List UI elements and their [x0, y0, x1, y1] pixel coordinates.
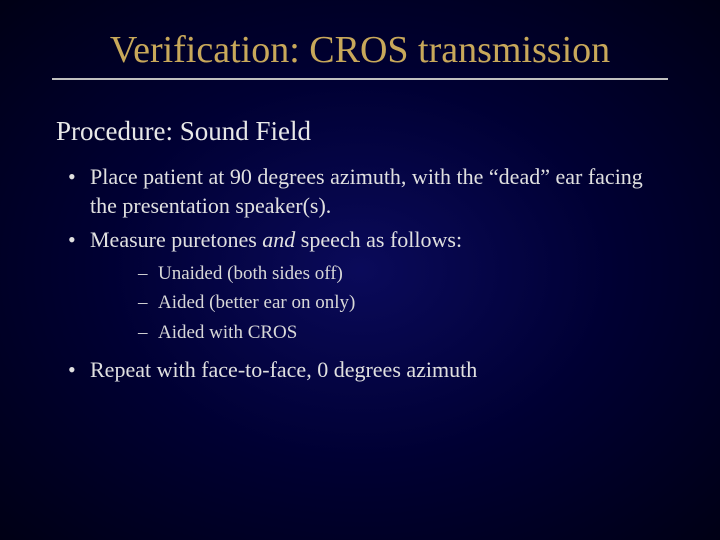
sub-bullet-item: Aided (better ear on only) [136, 290, 668, 316]
bullet-list-level1: Place patient at 90 degrees azimuth, wit… [64, 163, 668, 384]
title-underline [52, 78, 668, 80]
bullet-text-italic: and [262, 227, 295, 252]
bullet-text-post: speech as follows: [295, 227, 462, 252]
slide-container: Verification: CROS transmission Procedur… [0, 0, 720, 540]
bullet-text: Place patient at 90 degrees azimuth, wit… [90, 164, 643, 218]
sub-bullet-item: Aided with CROS [136, 320, 668, 346]
bullet-text-pre: Measure puretones [90, 227, 262, 252]
bullet-item: Measure puretones and speech as follows:… [64, 226, 668, 346]
bullet-list-level2: Unaided (both sides off) Aided (better e… [136, 261, 668, 346]
bullet-item: Place patient at 90 degrees azimuth, wit… [64, 163, 668, 220]
slide-title: Verification: CROS transmission [52, 28, 668, 72]
bullet-item-large: Repeat with face-to-face, 0 degrees azim… [64, 356, 668, 385]
slide-subtitle: Procedure: Sound Field [56, 116, 668, 147]
sub-bullet-item: Unaided (both sides off) [136, 261, 668, 287]
